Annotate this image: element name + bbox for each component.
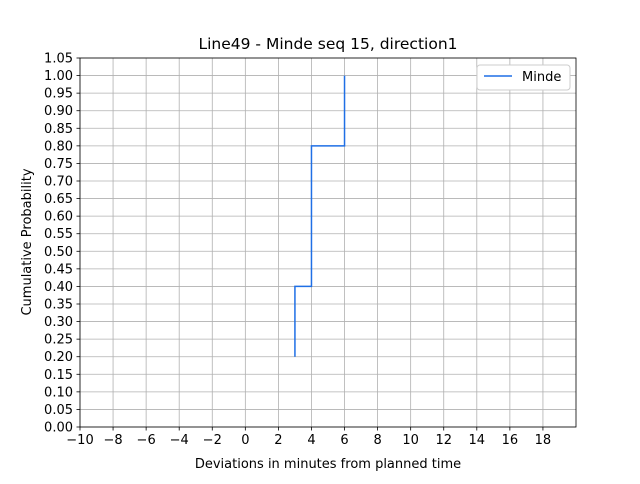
y-tick-label: 0.25	[44, 333, 73, 348]
x-axis-label: Deviations in minutes from planned time	[195, 457, 461, 472]
y-tick-label: 0.15	[44, 368, 73, 383]
x-tick-label: −8	[103, 433, 122, 448]
y-tick-label: 0.75	[44, 157, 73, 172]
y-tick-label: 0.20	[44, 350, 73, 365]
y-axis-label: Cumulative Probability	[20, 168, 35, 315]
y-tick-label: 0.60	[44, 210, 73, 225]
x-tick-label: 16	[502, 433, 519, 448]
chart-title: Line49 - Minde seq 15, direction1	[198, 35, 457, 53]
legend-label: Minde	[522, 70, 561, 85]
y-tick-label: 0.50	[44, 245, 73, 260]
legend: Minde	[476, 64, 571, 91]
x-tick-label: 10	[402, 433, 419, 448]
x-tick-label: −6	[137, 433, 156, 448]
x-tick-label: 18	[535, 433, 552, 448]
y-tick-label: 0.55	[44, 227, 73, 242]
series-layer	[294, 75, 346, 357]
y-tick-label: 1.05	[44, 52, 73, 67]
x-tick-label: 0	[241, 433, 249, 448]
x-tick-label: 2	[274, 433, 282, 448]
x-tick-label: −10	[66, 433, 93, 448]
x-axis-ticks: −10 −8 −6 −4 −2 0 2 4 6 8 10 12 14 16 18	[66, 427, 551, 448]
legend-box	[476, 64, 571, 91]
x-tick-label: 4	[307, 433, 315, 448]
y-tick-label: 0.05	[44, 403, 73, 418]
y-tick-label: 0.45	[44, 262, 73, 277]
y-tick-label: 0.65	[44, 192, 73, 207]
y-tick-label: 0.95	[44, 87, 73, 102]
y-tick-label: 0.80	[44, 139, 73, 154]
x-tick-label: −2	[203, 433, 222, 448]
y-tick-label: 1.00	[44, 69, 73, 84]
y-axis-ticks: 0.00 0.05 0.10 0.15 0.20 0.25 0.30 0.35 0.40 0.45…	[44, 52, 80, 436]
y-tick-label: 0.90	[44, 104, 73, 119]
series-line-minde	[294, 75, 346, 357]
x-tick-label: 6	[340, 433, 348, 448]
y-tick-label: 0.00	[44, 421, 73, 436]
y-tick-label: 0.85	[44, 122, 73, 137]
x-tick-label: 12	[435, 433, 452, 448]
y-tick-label: 0.70	[44, 175, 73, 190]
x-tick-label: −4	[170, 433, 189, 448]
y-tick-label: 0.10	[44, 385, 73, 400]
y-tick-label: 0.35	[44, 298, 73, 313]
y-tick-label: 0.30	[44, 315, 73, 330]
y-tick-label: 0.40	[44, 280, 73, 295]
x-tick-label: 14	[469, 433, 486, 448]
x-tick-label: 8	[373, 433, 381, 448]
plot-frame	[79, 57, 577, 428]
